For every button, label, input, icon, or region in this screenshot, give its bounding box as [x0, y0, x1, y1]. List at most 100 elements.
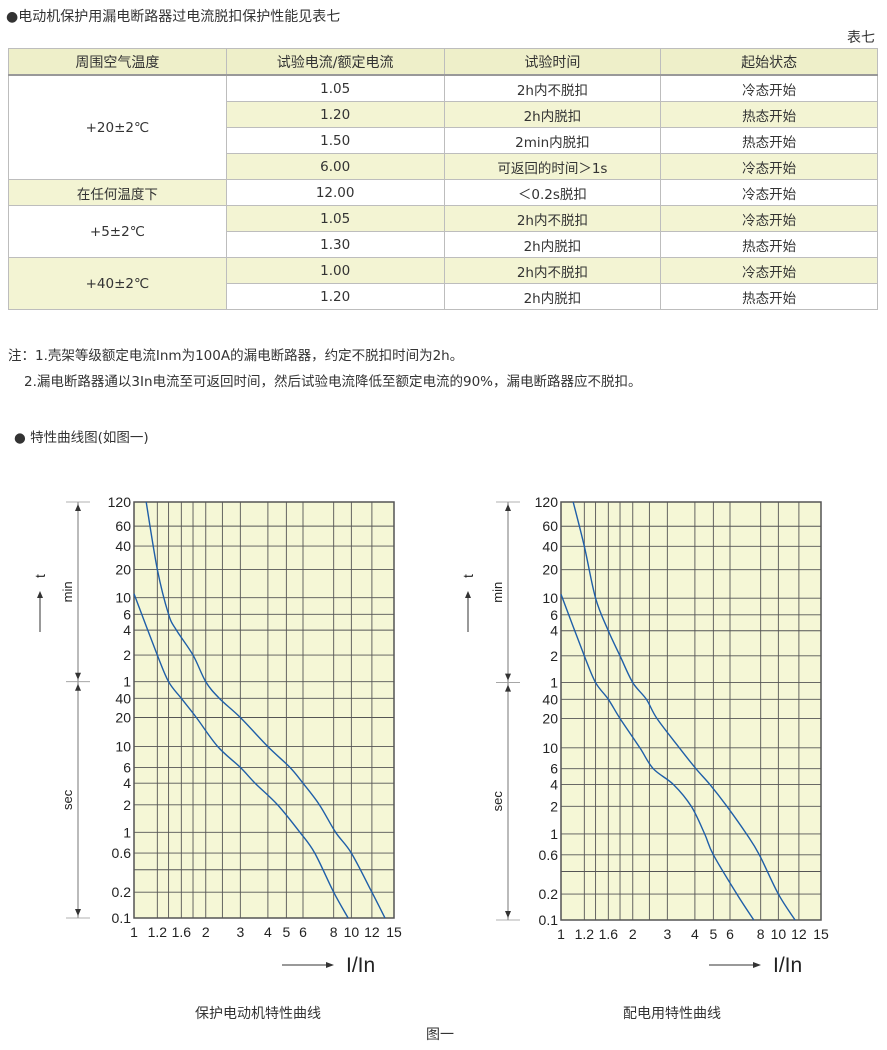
chart-2-y-tick-label-sec: 20	[542, 711, 558, 727]
chart-2-unit-sec: sec	[490, 791, 505, 812]
chart-2-x-tick-label: 4	[691, 926, 699, 942]
cell: 冷态开始	[660, 179, 878, 206]
overcurrent-table: 周围空气温度 试验电流/额定电流 试验时间 起始状态 +20±2℃ 1.05 2…	[8, 48, 878, 310]
table-header-row: 周围空气温度 试验电流/额定电流 试验时间 起始状态	[8, 48, 878, 76]
chart-1-x-tick-label: 1.2	[148, 924, 168, 940]
chart-2-y-tick-label-min: 40	[542, 538, 558, 554]
chart-1-x-tick-label: 12	[364, 924, 380, 940]
chart-2-y-tick-label-min: 1	[550, 675, 558, 691]
chart-2-y-tick-label-sec: 6	[550, 761, 558, 777]
chart-1-x-tick-label: 5	[282, 924, 290, 940]
chart-1-y-tick-label-min: 4	[123, 622, 131, 638]
chart-1-y-tick-label-sec: 2	[123, 797, 131, 813]
chart-1-caption: 保护电动机特性曲线	[195, 1006, 321, 1022]
table-label: 表七	[847, 30, 875, 46]
chart-1-y-tick-label-sec: 40	[115, 690, 131, 706]
chart-1-y-tick-label-min: 60	[115, 518, 131, 534]
chart-2-x-tick-label: 10	[771, 926, 787, 942]
chart-1-x-tick-label: 2	[202, 924, 210, 940]
chart-2-y-tick-label-sec: 0.1	[539, 912, 559, 928]
chart-1-y-tick-label-min: 2	[123, 647, 131, 663]
chart-1-y-tick-label-min: 20	[115, 561, 131, 577]
chart-1-y-tick-label-min: 40	[115, 538, 131, 554]
chart-2-caption: 配电用特性曲线	[623, 1006, 721, 1022]
cell: 冷态开始	[660, 257, 878, 284]
chart-2-plot-area	[560, 501, 822, 921]
chart-2-y-tick-label-min: 10	[542, 590, 558, 606]
chart-2-x-tick-label: 1.2	[575, 926, 595, 942]
chart-2-x-axis-label: I/In	[773, 954, 802, 977]
chart-2-x-tick-label: 6	[726, 926, 734, 942]
cell: 2h内脱扣	[443, 283, 662, 310]
header-cell: 周围空气温度	[8, 48, 227, 76]
chart-1-y-arrow-icon	[37, 591, 43, 598]
chart-1-y-tick-label-min: 6	[123, 606, 131, 622]
chart-2-bracket-arrow-icon	[505, 504, 511, 511]
chart-2-x-tick-label: 1	[557, 926, 565, 942]
chart-2-bracket-arrow-icon	[505, 673, 511, 681]
chart-1-y-tick-label-min: 10	[115, 590, 131, 606]
chart-1-plot-area	[133, 501, 395, 919]
table-row: +40±2℃ 1.00 2h内不脱扣 冷态开始	[8, 257, 878, 310]
chart-2-y-tick-label-sec: 40	[542, 691, 558, 707]
chart-1-x-axis-label: I/In	[346, 954, 375, 977]
chart-1-x-tick-label: 1.6	[172, 924, 192, 940]
chart-1-x-tick-label: 3	[236, 924, 244, 940]
chart-2-x-tick-label: 2	[629, 926, 637, 942]
chart-2-y-arrow-icon	[465, 591, 471, 598]
cell: 2h内不脱扣	[443, 205, 662, 232]
cell: 1.20	[225, 283, 445, 310]
cell: ＜0.2s脱扣	[443, 179, 662, 206]
section-title: ● 特性曲线图(如图一)	[14, 430, 149, 446]
table-row: +20±2℃ 1.05 2h内不脱扣 冷态开始	[8, 74, 878, 180]
note-2: 2.漏电断路器通以3In电流至可返回时间，然后试验电流降低至额定电流的90%，漏…	[24, 374, 642, 390]
cell: 2h内不脱扣	[443, 74, 662, 102]
chart-1-y-tick-label-sec: 0.1	[112, 910, 132, 926]
chart-1-y-tick-label-sec: 10	[115, 739, 131, 755]
chart-2-y-tick-label-sec: 4	[550, 777, 558, 793]
cell: 冷态开始	[660, 153, 878, 180]
chart-2-y-tick-label-sec: 1	[550, 826, 558, 842]
chart-1-bracket-arrow-icon	[75, 504, 81, 511]
chart-1-y-tick-label-sec: 4	[123, 775, 131, 791]
chart-2-x-arrow-icon	[753, 962, 761, 968]
chart-2-bracket-arrow-icon	[505, 911, 511, 918]
chart-1-bracket-arrow-icon	[75, 683, 81, 691]
chart-1-x-tick-label: 4	[264, 924, 272, 940]
cell: 1.30	[225, 231, 445, 258]
chart-2-y-tick-label-sec: 2	[550, 798, 558, 814]
temperature-cell: 在任何温度下	[8, 179, 227, 206]
chart-2-y-tick-label-min: 60	[542, 518, 558, 534]
chart-2-bracket-arrow-icon	[505, 684, 511, 692]
figure-caption: 图一	[426, 1027, 454, 1043]
chart-1-unit-sec: sec	[60, 789, 75, 810]
chart-2-y-tick-label-min: 4	[550, 623, 558, 639]
chart-2-curve-2	[560, 593, 755, 921]
chart-2-x-tick-label: 12	[791, 926, 807, 942]
chart-1-curve-1	[145, 501, 386, 919]
chart-1-bracket-arrow-icon	[75, 909, 81, 916]
chart-2-x-tick-label: 8	[757, 926, 765, 942]
cell: 冷态开始	[660, 205, 878, 232]
chart-1-x-arrow-icon	[326, 962, 334, 968]
chart-2-y-axis-label: t	[460, 574, 476, 578]
chart-1-curve-2	[133, 593, 349, 919]
chart-1-y-tick-label-min: 1	[123, 674, 131, 690]
chart-2-y-tick-label-sec: 10	[542, 740, 558, 756]
chart-1-x-tick-label: 8	[330, 924, 338, 940]
chart-1-y-tick-label-sec: 0.2	[112, 884, 132, 900]
temperature-cell: +20±2℃	[8, 74, 227, 180]
table-row: +5±2℃ 1.05 2h内不脱扣 冷态开始	[8, 205, 878, 258]
chart-2-y-tick-label-sec: 0.2	[539, 886, 559, 902]
chart-2-x-tick-label: 5	[709, 926, 717, 942]
chart-1-y-tick-label-sec: 6	[123, 759, 131, 775]
chart-2-y-tick-label-sec: 0.6	[539, 847, 559, 863]
header-cell: 试验电流/额定电流	[225, 48, 445, 76]
chart-2-y-tick-label-min: 6	[550, 607, 558, 623]
chart-2-x-tick-label: 15	[813, 926, 829, 942]
chart-2-y-tick-label-min: 2	[550, 648, 558, 664]
cell: 1.50	[225, 127, 445, 154]
temperature-cell: +40±2℃	[8, 257, 227, 310]
chart-2-y-tick-label-min: 120	[535, 494, 559, 510]
